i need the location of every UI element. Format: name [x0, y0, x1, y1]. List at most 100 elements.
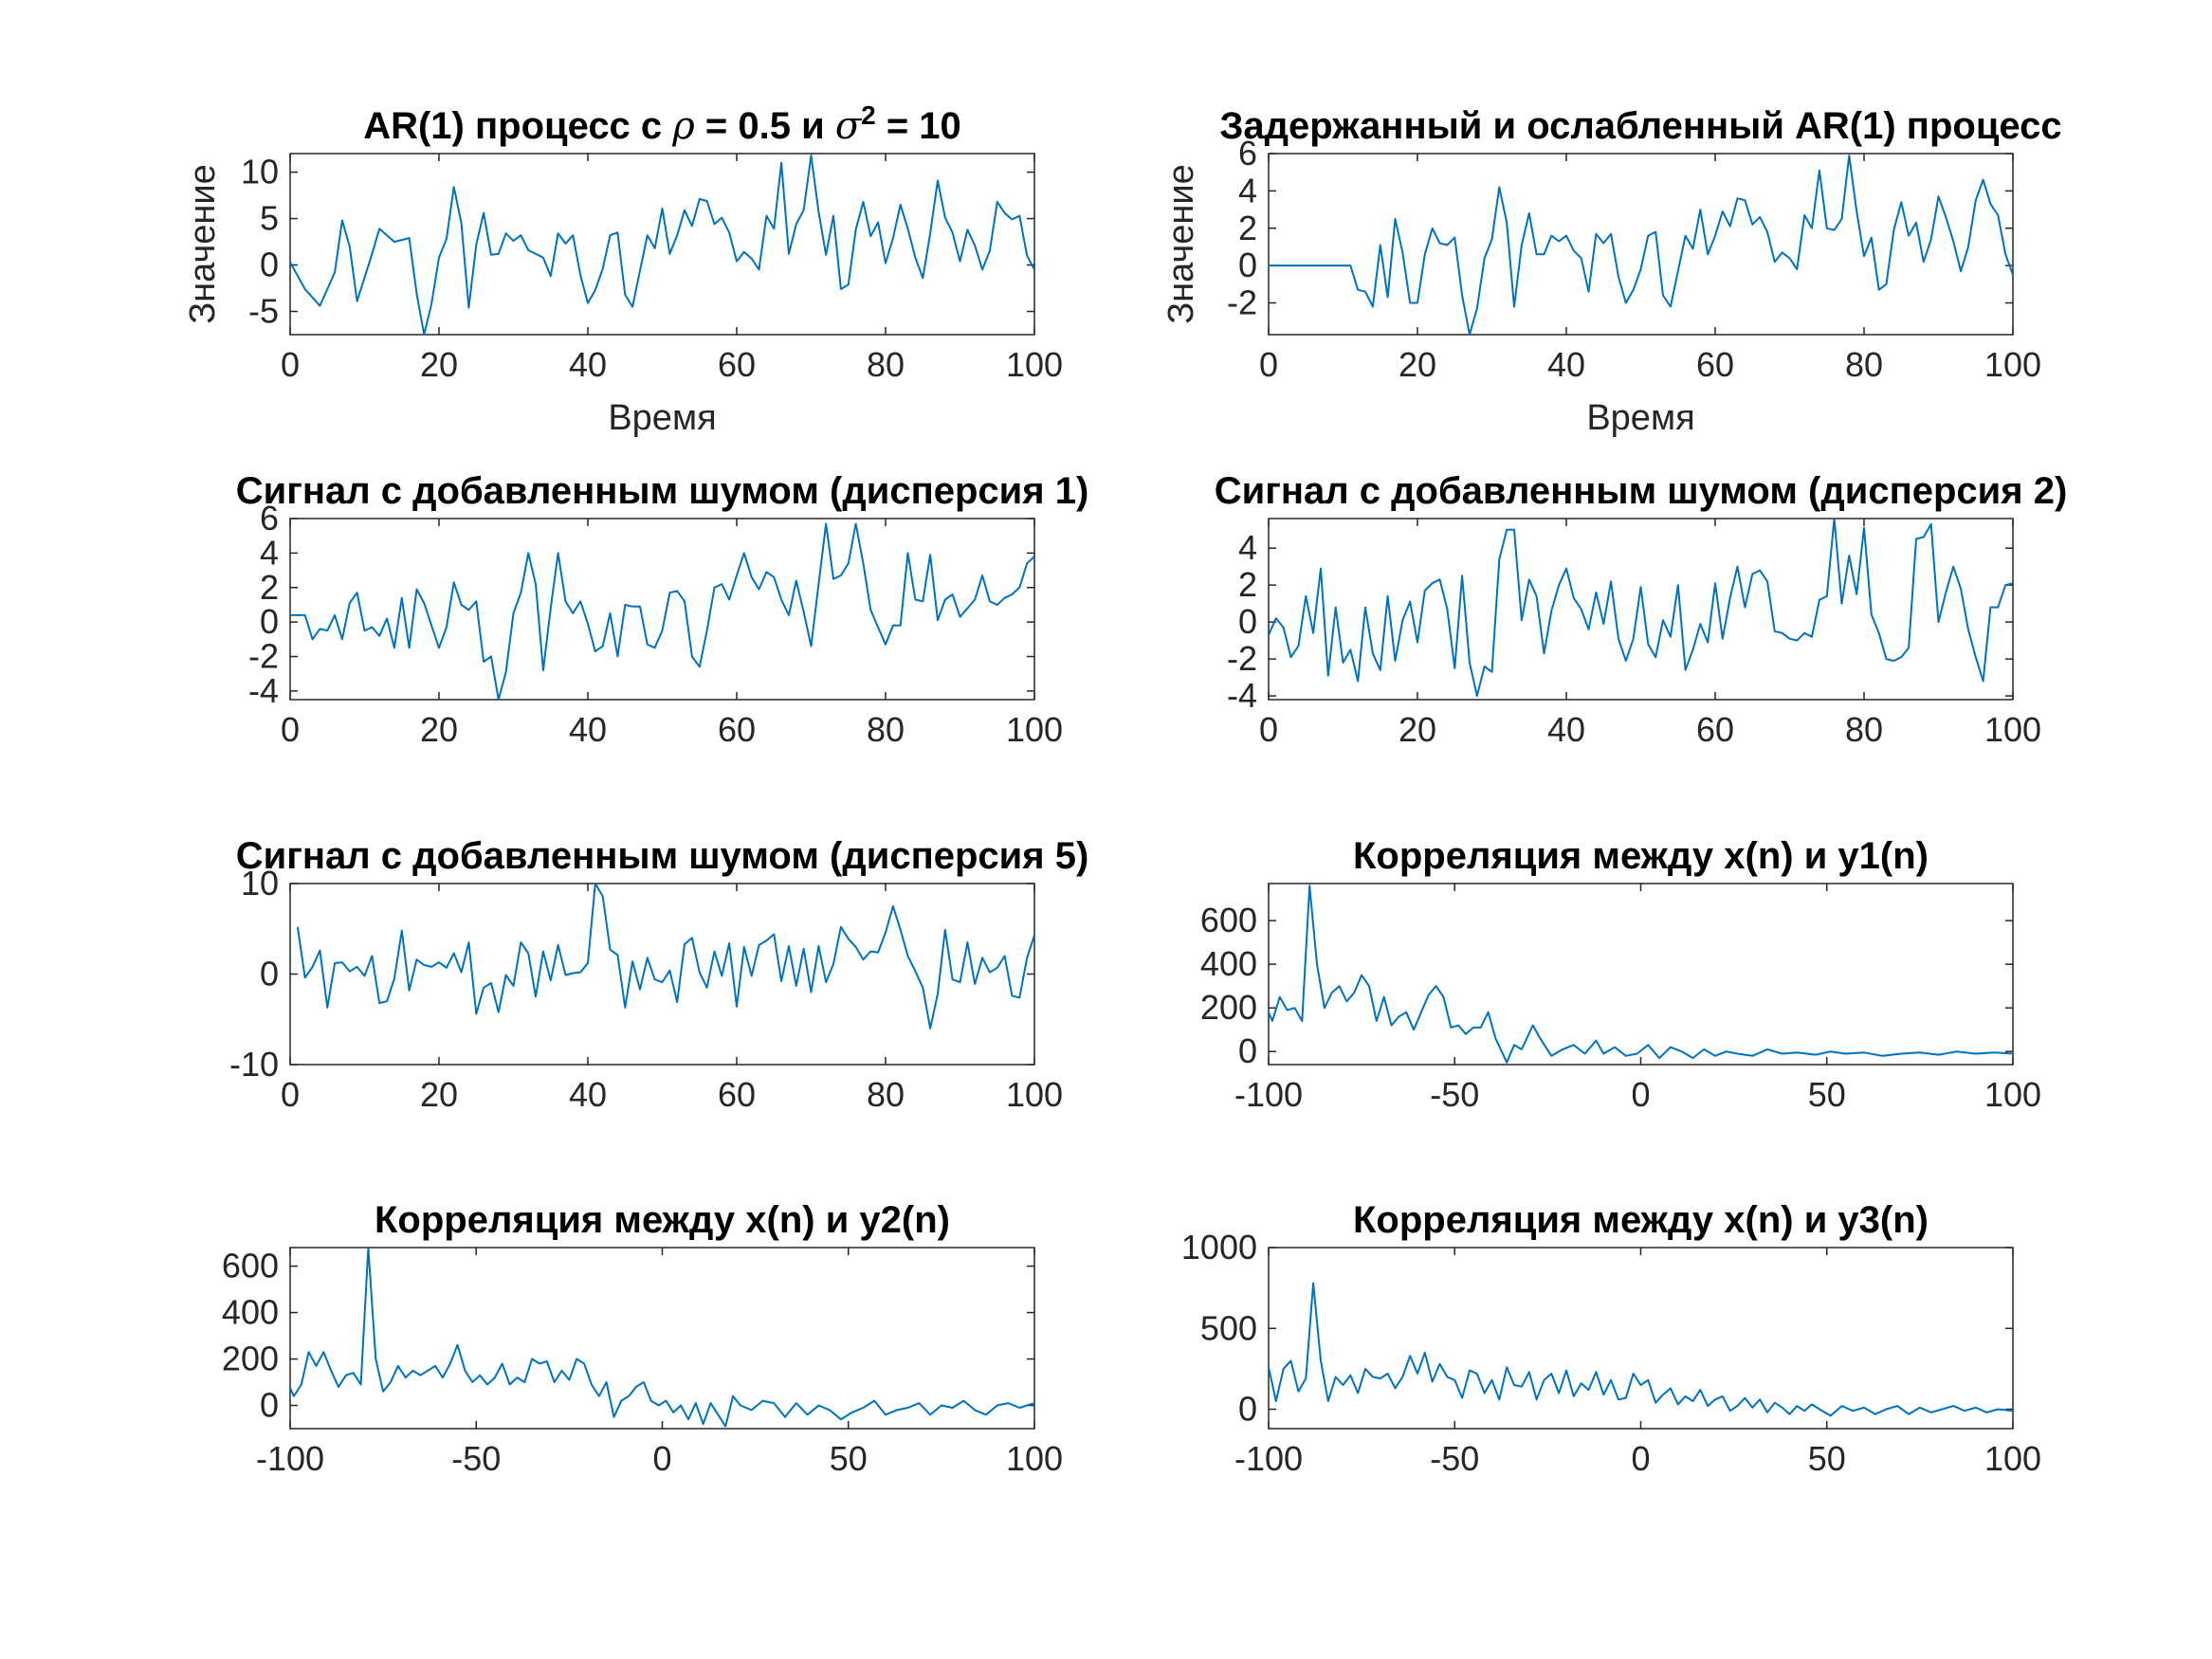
y-tick-label: -4: [1227, 676, 1257, 715]
x-tick-label: 80: [1845, 345, 1883, 384]
x-tick-label: 0: [652, 1439, 671, 1478]
series-line: [1269, 884, 2013, 1064]
chart-title: Сигнал с добавленным шумом (дисперсия 2): [1215, 470, 2068, 512]
y-tick-label: -4: [248, 671, 279, 710]
series-line: [290, 155, 1034, 335]
x-tick-label: 100: [1006, 710, 1063, 749]
chart-title: Сигнал с добавленным шумом (дисперсия 1): [236, 470, 1089, 512]
subplot-6: -100 -50 0 50 100 0 200 400 600 Корреляция между …: [1200, 835, 2041, 1114]
x-tick-label: 80: [867, 710, 905, 749]
x-tick-label: 20: [420, 710, 458, 749]
x-tick-label: 0: [281, 710, 300, 749]
y-tick-label: 0: [1238, 602, 1257, 641]
x-tick-label: 20: [1398, 345, 1436, 384]
x-tick-label: 20: [420, 345, 458, 384]
y-axis-label: Значение: [183, 164, 223, 324]
axes-box: [1268, 1247, 2014, 1430]
y-tick-label: 400: [1200, 944, 1257, 983]
y-tick-label: 200: [222, 1340, 279, 1378]
series-line: [290, 522, 1034, 700]
y-tick-label: 0: [260, 602, 279, 641]
y-tick-label: -5: [248, 292, 279, 331]
series-line: [1269, 155, 2013, 335]
axes-box: [289, 518, 1035, 701]
y-tick-label: 2: [1238, 209, 1257, 247]
y-tick-label: -2: [1227, 639, 1257, 678]
y-tick-label: 0: [260, 246, 279, 284]
x-tick-label: 0: [1631, 1075, 1650, 1114]
axes-box: [289, 883, 1035, 1066]
x-tick-label: 100: [1984, 710, 2041, 749]
y-tick-label: 1000: [1181, 1228, 1257, 1267]
y-axis-label: Значение: [1161, 164, 1201, 324]
chart-title: Корреляция между x(n) и y1(n): [1353, 835, 1929, 877]
x-tick-label: -50: [451, 1439, 501, 1478]
y-tick-label: 500: [1200, 1308, 1257, 1347]
chart-title: AR(1) процесс с ρ = 0.5 и σ2 = 10: [363, 100, 961, 149]
x-tick-label: 0: [1259, 345, 1278, 384]
chart-title: Корреляция между x(n) и y3(n): [1353, 1199, 1929, 1241]
chart-title: Задержанный и ослабленный AR(1) процесс: [1219, 105, 2061, 147]
y-tick-label: 6: [1238, 134, 1257, 173]
y-tick-label: -10: [229, 1045, 279, 1084]
y-tick-label: 4: [1238, 171, 1257, 210]
x-tick-label: 60: [718, 1075, 756, 1114]
y-tick-label: -2: [248, 637, 279, 676]
y-tick-label: 0: [1238, 1390, 1257, 1429]
x-tick-label: 50: [1808, 1439, 1846, 1478]
y-tick-label: 4: [1238, 528, 1257, 567]
chart-title: Корреляция между x(n) и y2(n): [375, 1199, 950, 1241]
y-tick-label: 4: [260, 533, 279, 572]
chart-title: Сигнал с добавленным шумом (дисперсия 5): [236, 835, 1089, 877]
x-tick-label: 100: [1006, 1075, 1063, 1114]
axes-box: [1268, 153, 2014, 336]
y-tick-label: 6: [260, 499, 279, 538]
y-tick-label: 10: [241, 153, 279, 191]
x-tick-label: 50: [1808, 1075, 1846, 1114]
y-tick-label: 600: [1200, 901, 1257, 939]
y-tick-label: 5: [260, 199, 279, 238]
x-tick-label: 100: [1984, 1075, 2041, 1114]
x-tick-label: 100: [1006, 1439, 1063, 1478]
x-tick-label: 0: [281, 345, 300, 384]
y-tick-label: 0: [1238, 1031, 1257, 1070]
axes-box: [1268, 883, 2014, 1066]
x-axis-label: Время: [1586, 398, 1694, 438]
x-tick-label: 50: [830, 1439, 868, 1478]
x-tick-label: -50: [1430, 1439, 1479, 1478]
x-tick-label: 0: [1631, 1439, 1650, 1478]
x-tick-label: 20: [1398, 710, 1436, 749]
x-tick-label: 60: [1696, 710, 1734, 749]
x-tick-label: -100: [1234, 1439, 1303, 1478]
x-tick-label: -100: [1234, 1075, 1303, 1114]
axes-box: [1268, 518, 2014, 701]
y-tick-label: 10: [241, 864, 279, 902]
x-tick-label: -50: [1430, 1075, 1479, 1114]
series-line: [290, 1248, 1034, 1428]
y-tick-label: 0: [260, 955, 279, 994]
series-line: [296, 884, 1034, 1030]
x-tick-label: 40: [1547, 710, 1585, 749]
x-tick-label: 40: [569, 345, 607, 384]
x-tick-label: 40: [569, 710, 607, 749]
x-tick-label: 100: [1984, 1439, 2041, 1478]
x-tick-label: 80: [1845, 710, 1883, 749]
x-tick-label: 0: [281, 1075, 300, 1114]
x-tick-label: 60: [1696, 345, 1734, 384]
y-tick-label: 400: [222, 1293, 279, 1332]
series-line: [1269, 519, 2013, 698]
x-tick-label: 100: [1984, 345, 2041, 384]
series-line: [1269, 1282, 2013, 1417]
subplot-7: -100 -50 0 50 100 0 200 400 600 Корреляция между …: [222, 1199, 1063, 1478]
x-tick-label: 80: [867, 1075, 905, 1114]
x-tick-label: 60: [718, 345, 756, 384]
axes-box: [289, 1247, 1035, 1430]
x-tick-label: 20: [420, 1075, 458, 1114]
y-tick-label: 2: [260, 568, 279, 607]
